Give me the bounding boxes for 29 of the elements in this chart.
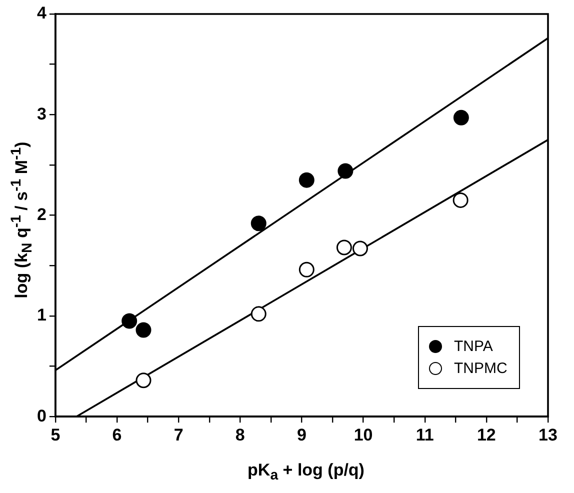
x-tick-label: 9 (296, 425, 306, 444)
point (250, 216, 266, 232)
point (352, 240, 368, 256)
x-tick-label: 5 (50, 425, 60, 444)
x-axis-title: pK$_{a}$ + log (p/q) (248, 460, 364, 484)
y-tick-label: 4 (36, 4, 47, 23)
point (298, 262, 314, 278)
point (250, 306, 266, 322)
legend-label: TNPMC (454, 360, 508, 377)
y-tick-label: 1 (36, 306, 46, 325)
point (136, 322, 152, 338)
y-tick-label: 3 (36, 104, 46, 124)
x-tick-label: 12 (476, 425, 496, 444)
x-tick-label: 11 (416, 425, 434, 444)
x-tick-label: 10 (354, 425, 373, 444)
point (122, 313, 138, 329)
point (298, 172, 314, 188)
point (336, 240, 352, 256)
point (338, 163, 354, 179)
x-tick-label: 7 (174, 425, 184, 444)
x-tick-label: 13 (538, 425, 558, 444)
y-tick-label: 2 (36, 204, 46, 224)
legend-label: TNPA (454, 338, 493, 355)
point (136, 372, 152, 388)
point (453, 110, 469, 126)
x-tick-label: 8 (235, 425, 245, 444)
point (452, 192, 468, 208)
x-tick-label: 6 (112, 425, 122, 444)
y-tick-label: 0 (36, 406, 46, 426)
